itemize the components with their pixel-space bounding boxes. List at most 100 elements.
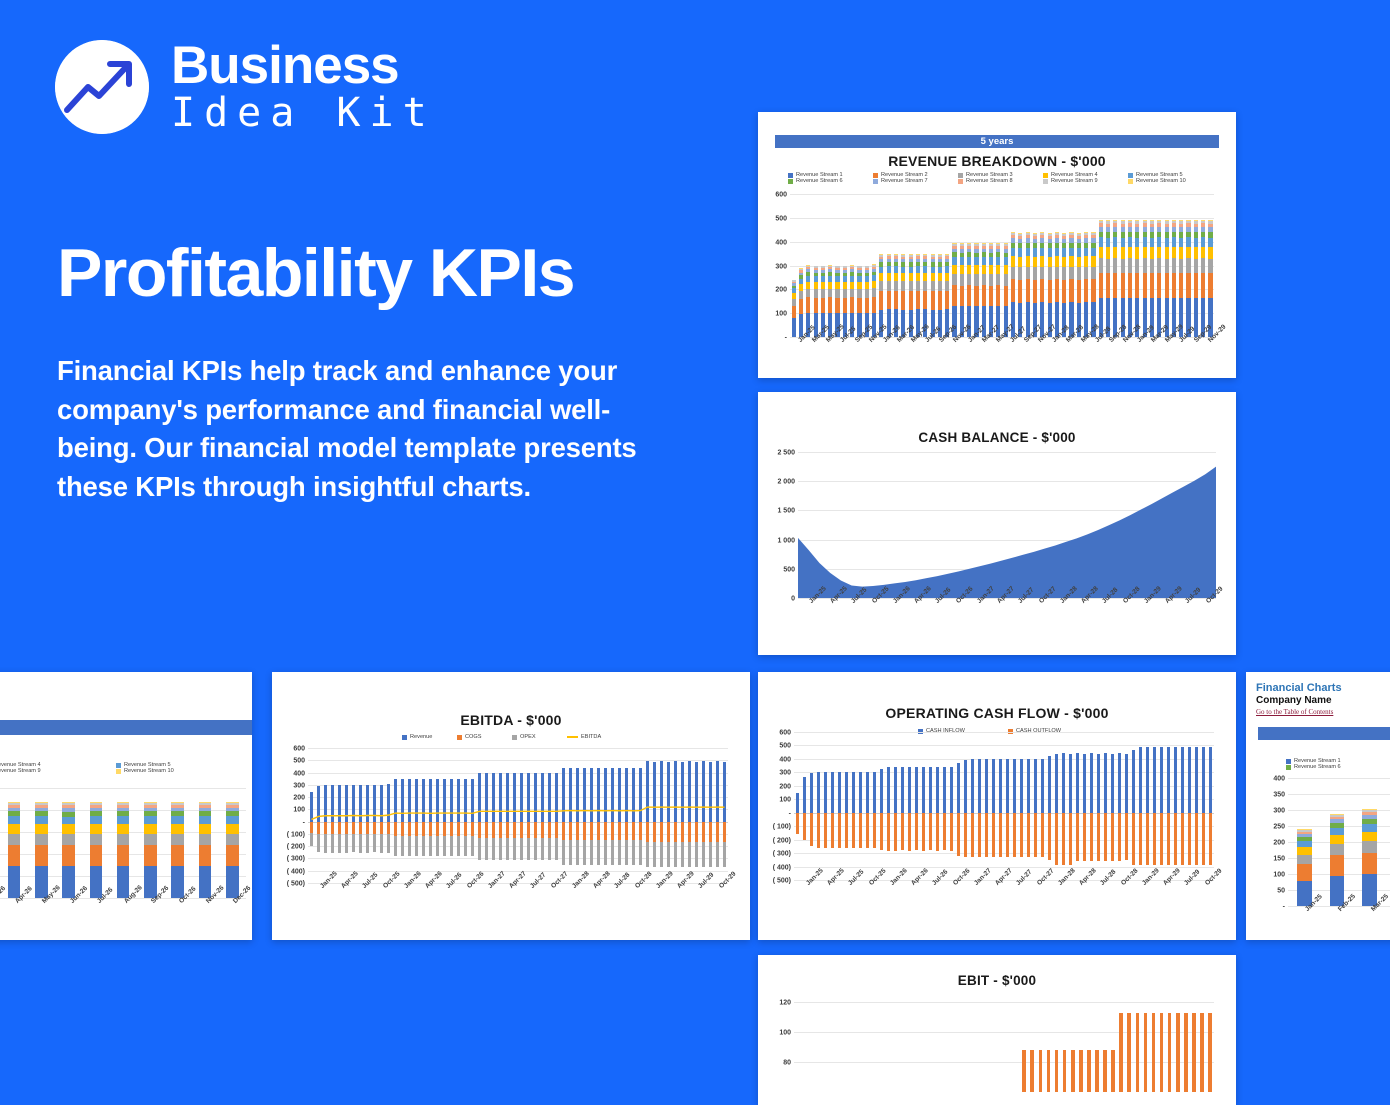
bar-slot[interactable] — [822, 732, 829, 880]
bar-slot[interactable] — [983, 732, 990, 880]
bar-slot[interactable] — [1004, 732, 1011, 880]
bar-slot[interactable] — [966, 194, 973, 337]
bar-slot[interactable] — [941, 732, 948, 880]
bar-slot[interactable] — [1109, 732, 1116, 880]
bar-slot[interactable] — [1119, 194, 1126, 337]
card-financial-charts[interactable]: Financial Charts Company Name Go to the … — [1246, 672, 1390, 940]
bar-slot[interactable] — [826, 987, 834, 1092]
bar-slot[interactable] — [1053, 194, 1060, 337]
bar-slot[interactable] — [1321, 778, 1354, 906]
bar-slot[interactable] — [899, 987, 907, 1092]
bar-slot[interactable] — [1200, 194, 1207, 337]
bar-slot[interactable] — [899, 732, 906, 880]
bar-slot[interactable] — [997, 732, 1004, 880]
bar-slot[interactable] — [1123, 732, 1130, 880]
bar-slot[interactable] — [1017, 194, 1024, 337]
bar-slot[interactable] — [818, 987, 826, 1092]
bar-slot[interactable] — [1095, 732, 1102, 880]
bar-slot[interactable] — [867, 987, 875, 1092]
bar-slot[interactable] — [922, 194, 929, 337]
bar-slot[interactable] — [1012, 987, 1020, 1092]
bar-slot[interactable] — [859, 987, 867, 1092]
bar-slot[interactable] — [827, 194, 834, 337]
bar-slot[interactable] — [0, 788, 27, 898]
card-revenue-breakdown-24m[interactable]: 24 months REAKDOWN - $'000 Revenue Strea… — [0, 672, 252, 940]
bar-slot[interactable] — [973, 194, 980, 337]
bar-slot[interactable] — [1002, 194, 1009, 337]
bar-slot[interactable] — [110, 788, 137, 898]
bar-slot[interactable] — [1288, 778, 1321, 906]
bar-slot[interactable] — [842, 987, 850, 1092]
bar-slot[interactable] — [1207, 732, 1214, 880]
bar-slot[interactable] — [1102, 732, 1109, 880]
bar-slot[interactable] — [1009, 194, 1016, 337]
bar-slot[interactable] — [892, 194, 899, 337]
bar-slot[interactable] — [191, 788, 218, 898]
bar-slot[interactable] — [850, 732, 857, 880]
bar-slot[interactable] — [1192, 194, 1199, 337]
bar-slot[interactable] — [28, 788, 55, 898]
bar-slot[interactable] — [900, 194, 907, 337]
bar-slot[interactable] — [857, 732, 864, 880]
bar-slot[interactable] — [962, 732, 969, 880]
bar-slot[interactable] — [137, 788, 164, 898]
bar-slot[interactable] — [976, 732, 983, 880]
bar-slot[interactable] — [990, 732, 997, 880]
bar-slot[interactable] — [1039, 194, 1046, 337]
bar-slot[interactable] — [790, 194, 797, 337]
bar-slot[interactable] — [1039, 732, 1046, 880]
bar-slot[interactable] — [1024, 194, 1031, 337]
bar-slot[interactable] — [1198, 987, 1206, 1092]
bar-slot[interactable] — [958, 194, 965, 337]
bar-slot[interactable] — [1353, 778, 1386, 906]
bar-slot[interactable] — [969, 732, 976, 880]
bar-slot[interactable] — [948, 732, 955, 880]
bar-slot[interactable] — [1151, 732, 1158, 880]
bar-slot[interactable] — [1028, 987, 1036, 1092]
bar-slot[interactable] — [1018, 732, 1025, 880]
bar-slot[interactable] — [1061, 987, 1069, 1092]
bar-slot[interactable] — [927, 732, 934, 880]
bar-slot[interactable] — [964, 987, 972, 1092]
bar-slot[interactable] — [1158, 732, 1165, 880]
bar-slot[interactable] — [1081, 732, 1088, 880]
bar-slot[interactable] — [929, 194, 936, 337]
bar-slot[interactable] — [878, 732, 885, 880]
bar-slot[interactable] — [164, 788, 191, 898]
bar-slot[interactable] — [841, 194, 848, 337]
bar-slot[interactable] — [980, 987, 988, 1092]
bar-slot[interactable] — [1077, 987, 1085, 1092]
bar-slot[interactable] — [1090, 194, 1097, 337]
bar-slot[interactable] — [955, 732, 962, 880]
bar-slot[interactable] — [1093, 987, 1101, 1092]
bar-slot[interactable] — [1117, 987, 1125, 1092]
bar-slot[interactable] — [914, 194, 921, 337]
bar-slot[interactable] — [913, 732, 920, 880]
bar-slot[interactable] — [1053, 987, 1061, 1092]
bar-slot[interactable] — [1125, 987, 1133, 1092]
bar-slot[interactable] — [834, 987, 842, 1092]
bar-slot[interactable] — [1060, 732, 1067, 880]
bar-slot[interactable] — [1178, 194, 1185, 337]
bar-slot[interactable] — [1133, 987, 1141, 1092]
bar-slot[interactable] — [808, 732, 815, 880]
bar-slot[interactable] — [1149, 987, 1157, 1092]
bar-slot[interactable] — [1068, 194, 1075, 337]
bar-slot[interactable] — [1166, 987, 1174, 1092]
bar-slot[interactable] — [996, 987, 1004, 1092]
bar-slot[interactable] — [863, 194, 870, 337]
bar-slot[interactable] — [906, 732, 913, 880]
bar-slot[interactable] — [1085, 987, 1093, 1092]
bar-slot[interactable] — [987, 194, 994, 337]
bar-slot[interactable] — [934, 732, 941, 880]
bar-slot[interactable] — [1148, 194, 1155, 337]
bar-slot[interactable] — [891, 987, 899, 1092]
bar-slot[interactable] — [815, 732, 822, 880]
bar-slot[interactable] — [1170, 194, 1177, 337]
bar-slot[interactable] — [812, 194, 819, 337]
bar-slot[interactable] — [1032, 732, 1039, 880]
bar-slot[interactable] — [219, 788, 246, 898]
bar-slot[interactable] — [1144, 732, 1151, 880]
